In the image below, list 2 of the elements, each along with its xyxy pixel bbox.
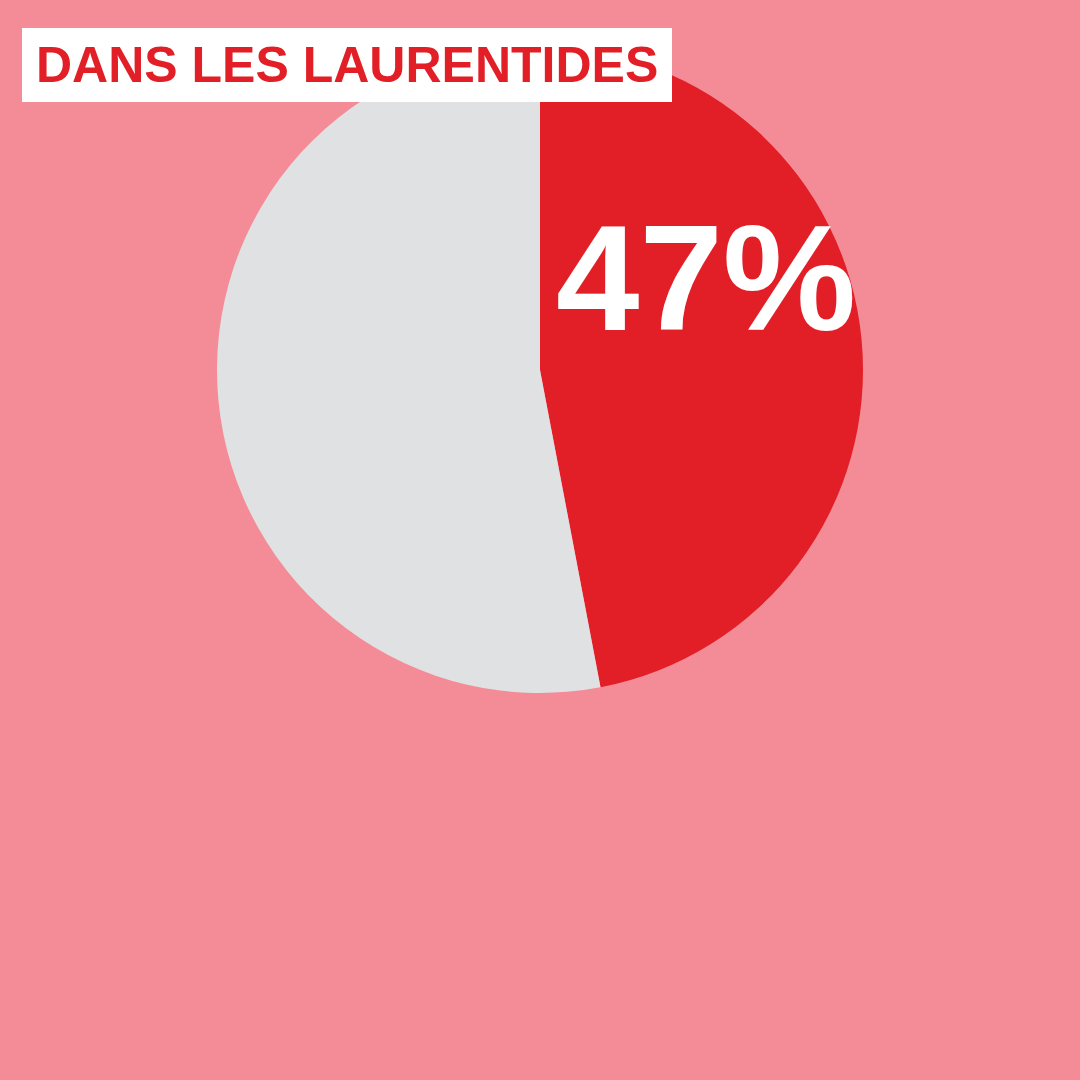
chart-title: DANS LES LAURENTIDES bbox=[22, 28, 673, 102]
data-label: 47% bbox=[556, 194, 857, 362]
